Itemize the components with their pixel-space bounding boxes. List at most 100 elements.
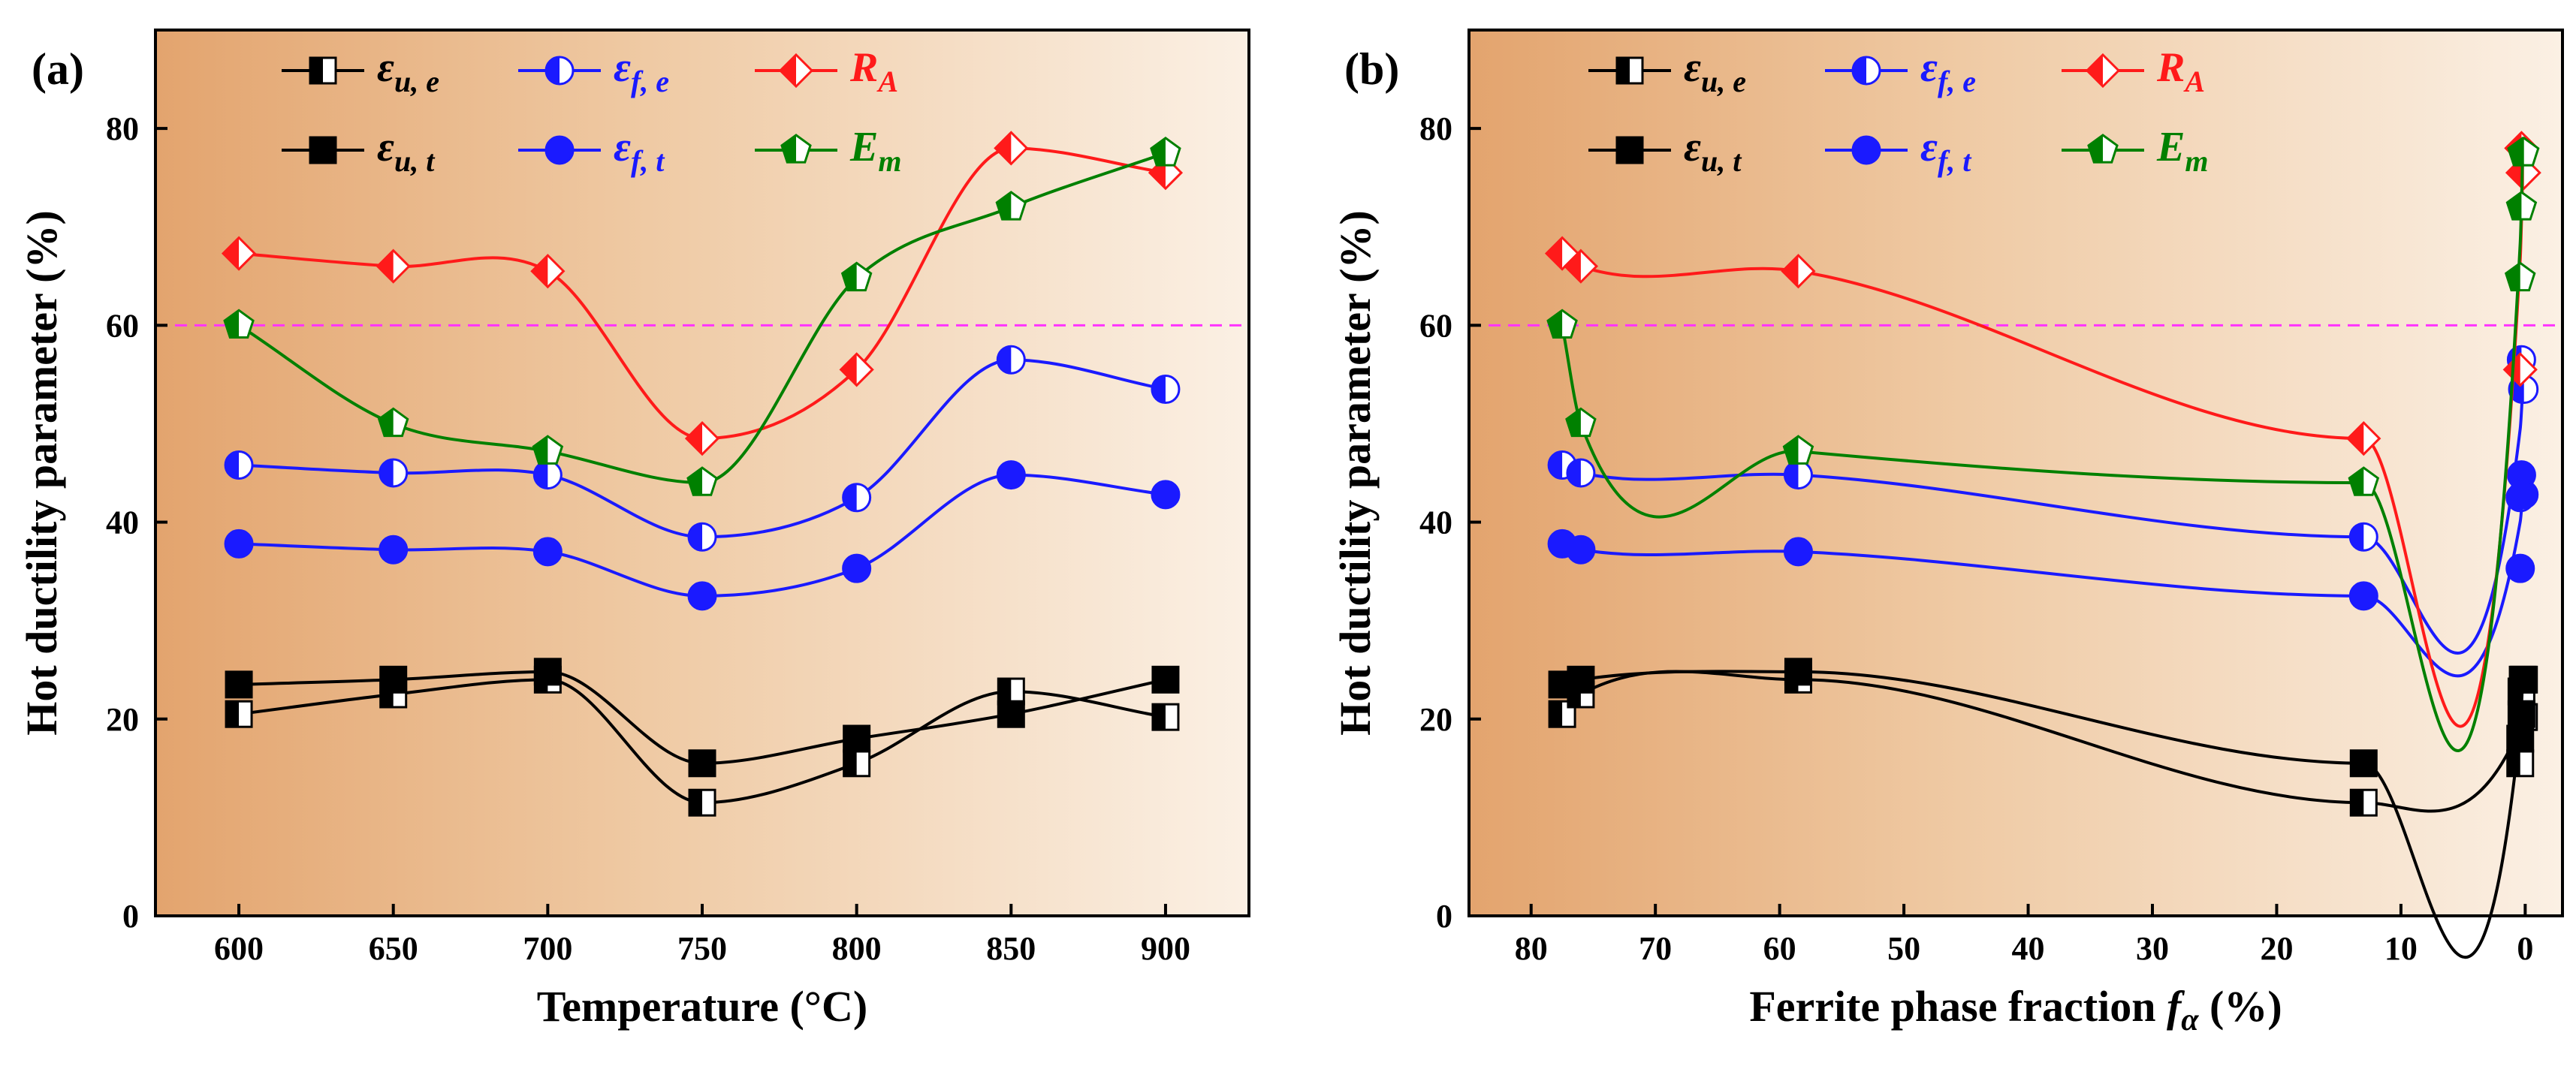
- data-point-0-5-0: [223, 309, 255, 339]
- data-point-0-0-3: [688, 788, 716, 817]
- data-point-0-4-2: [530, 254, 566, 289]
- legend-label-1-1: εu, t: [1684, 124, 1742, 178]
- panel-label-0: (a): [32, 44, 84, 94]
- data-point-0-5-2: [532, 435, 564, 465]
- data-point-0-4-3: [684, 420, 720, 456]
- data-point-0-0-5: [997, 677, 1025, 706]
- data-point-0-1-4: [843, 724, 871, 753]
- legend-marker-0-0: [309, 56, 337, 85]
- data-point-0-3-1: [379, 534, 409, 565]
- legend-label-1-2: εf, e: [1920, 44, 1976, 98]
- data-point-0-2-1: [379, 458, 409, 488]
- data-point-0-1-6: [1151, 665, 1180, 694]
- x-tick-label-0-4: 800: [832, 930, 882, 967]
- y-tick-label-0-2: 40: [106, 504, 139, 541]
- data-point-1-3-4: [2505, 553, 2535, 583]
- data-point-1-0-4: [2506, 749, 2535, 778]
- data-point-1-1-4: [2506, 724, 2535, 753]
- panel-label-1: (b): [1344, 44, 1399, 94]
- series-line-1-1: [1561, 670, 2525, 959]
- data-point-1-4-3: [2346, 420, 2381, 456]
- data-point-1-3-7: [2509, 480, 2539, 510]
- data-point-1-2-1: [1566, 458, 1596, 488]
- x-tick-label-0-3: 750: [677, 930, 727, 967]
- legend-marker-1-4: [2085, 53, 2121, 89]
- panel-a: 600 650 700 750 800 850 900 0 20 40 60 80 Hot ductil…: [17, 29, 1250, 1031]
- y-tick-label-0-0: 0: [122, 898, 139, 935]
- data-point-0-5-6: [1150, 137, 1181, 167]
- legend-entry-0-3: εf, t: [518, 124, 665, 178]
- y-tick-label-1-4: 80: [1419, 110, 1452, 147]
- data-point-1-2-2: [1783, 460, 1813, 490]
- data-point-0-5-4: [840, 261, 873, 292]
- legend-marker-0-5: [780, 134, 812, 164]
- data-point-0-3-5: [996, 460, 1026, 490]
- x-tick-label-1-5: 30: [2136, 930, 2169, 967]
- x-tick-label-1-7: 10: [2384, 930, 2418, 967]
- legend-entry-0-5: Em: [755, 124, 901, 178]
- data-point-0-5-3: [686, 466, 718, 496]
- series-line-1-2: [1561, 389, 2525, 655]
- plot-frame: [1467, 29, 2564, 917]
- y-tick-label-0-1: 20: [106, 701, 139, 738]
- x-tick-label-0-2: 700: [523, 930, 572, 967]
- y-axis-label-1: Hot ductility parameter (%): [1331, 210, 1380, 736]
- data-point-0-5-1: [377, 407, 409, 438]
- x-tick-label-1-6: 20: [2260, 930, 2293, 967]
- y-tick-label-0-3: 60: [106, 307, 139, 344]
- legend-marker-1-1: [1615, 136, 1644, 164]
- panel-b: 80 70 60 50 40 30 20 10 0 0 20 40 60 80 Hot ductility …: [1331, 29, 2564, 1037]
- legend-entry-1-0: εu, e: [1588, 44, 1746, 98]
- y-tick-label-1-1: 20: [1419, 701, 1452, 738]
- x-tick-label-1-3: 50: [1887, 930, 1920, 967]
- legend-label-1-4: RA: [2156, 44, 2205, 98]
- data-point-1-5-4: [2504, 261, 2536, 292]
- legend-label-0-3: εf, t: [614, 124, 665, 178]
- data-point-1-0-3: [2349, 788, 2378, 817]
- data-point-1-5-5: [2505, 191, 2538, 221]
- y-tick-label-0-4: 80: [106, 110, 139, 147]
- data-point-1-5-1: [1565, 407, 1597, 438]
- x-axis-label-0: Temperature (°C): [537, 982, 867, 1031]
- data-point-1-4-2: [1781, 254, 1816, 289]
- y-tick-label-1-0: 0: [1436, 898, 1452, 935]
- data-point-0-3-4: [842, 553, 872, 583]
- x-tick-label-1-8: 0: [2517, 930, 2533, 967]
- data-point-0-0-4: [843, 749, 871, 778]
- data-point-1-5-2: [1782, 435, 1814, 465]
- data-point-0-2-4: [842, 483, 872, 513]
- data-point-0-2-5: [996, 345, 1026, 375]
- legend-label-0-2: εf, e: [614, 44, 669, 98]
- data-point-0-1-1: [379, 665, 408, 694]
- legend-label-0-1: εu, t: [377, 124, 436, 178]
- x-axis-label-1: Ferrite phase fraction fα (%): [1749, 982, 2282, 1037]
- legend-marker-1-3: [1851, 135, 1881, 165]
- x-tick-label-0-1: 650: [369, 930, 418, 967]
- data-point-1-5-3: [2348, 466, 2380, 496]
- data-point-0-1-2: [533, 658, 562, 686]
- legend-marker-0-3: [544, 135, 575, 165]
- data-point-1-3-2: [1783, 537, 1813, 567]
- data-point-0-3-2: [532, 537, 563, 567]
- legend-entry-1-5: Em: [2062, 124, 2208, 178]
- data-point-1-1-5: [2507, 700, 2535, 728]
- legend-entry-0-0: εu, e: [282, 44, 439, 98]
- data-point-1-2-3: [2348, 522, 2378, 552]
- data-point-1-3-1: [1566, 534, 1596, 565]
- data-point-0-5-5: [995, 191, 1027, 221]
- data-point-0-3-0: [224, 528, 254, 559]
- plot-background: [1469, 30, 2562, 916]
- data-point-1-4-1: [1563, 248, 1599, 284]
- x-tick-label-1-4: 40: [2012, 930, 2045, 967]
- data-point-1-1-2: [1784, 658, 1812, 686]
- y-tick-label-1-2: 40: [1419, 504, 1452, 541]
- data-point-0-4-5: [994, 131, 1029, 166]
- y-tick-label-1-3: 60: [1419, 307, 1452, 344]
- legend-marker-0-1: [309, 136, 337, 164]
- data-point-0-1-3: [688, 749, 716, 778]
- data-point-0-1-0: [225, 670, 253, 699]
- data-point-0-1-5: [997, 700, 1025, 728]
- legend-label-0-5: Em: [849, 124, 901, 178]
- data-point-1-1-1: [1567, 665, 1595, 694]
- data-point-1-5-0: [1546, 309, 1578, 339]
